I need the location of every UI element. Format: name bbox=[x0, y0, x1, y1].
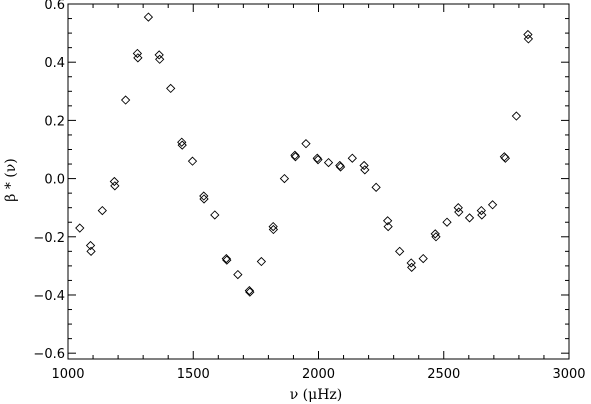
data-point bbox=[166, 83, 176, 94]
data-point bbox=[268, 221, 278, 232]
data-point bbox=[132, 48, 143, 59]
data-point bbox=[476, 205, 486, 216]
data-point bbox=[155, 54, 165, 64]
data-point bbox=[464, 213, 475, 223]
data-point bbox=[279, 173, 290, 184]
data-point bbox=[477, 210, 487, 220]
data-point bbox=[453, 203, 463, 213]
data-point bbox=[244, 285, 254, 296]
data-point bbox=[371, 182, 381, 192]
data-point bbox=[301, 139, 311, 149]
y-tick-label: 0.4 bbox=[44, 56, 65, 71]
data-point bbox=[222, 255, 232, 265]
data-point bbox=[187, 156, 198, 166]
x-tick-label: 1500 bbox=[177, 367, 210, 382]
data-point bbox=[177, 140, 187, 150]
data-point bbox=[312, 153, 322, 163]
x-tick-label: 2000 bbox=[302, 367, 335, 382]
data-point bbox=[177, 137, 187, 147]
data-point bbox=[406, 258, 416, 268]
data-point bbox=[511, 111, 522, 121]
data-point bbox=[487, 200, 498, 210]
data-point bbox=[430, 229, 440, 239]
data-point bbox=[523, 29, 533, 40]
y-tick-label: −0.2 bbox=[33, 231, 65, 246]
data-point bbox=[383, 221, 393, 232]
data-point bbox=[454, 207, 464, 217]
data-point bbox=[233, 269, 243, 280]
data-point bbox=[290, 152, 301, 162]
data-point bbox=[323, 157, 334, 168]
data-point bbox=[268, 224, 279, 235]
data-point bbox=[154, 50, 164, 60]
y-tick-label: 0.2 bbox=[44, 114, 65, 129]
data-point bbox=[256, 256, 267, 267]
y-axis-ticks: −0.6 −0.4 −0.2 0.0 0.2 0.4 0.6 bbox=[33, 0, 569, 362]
x-tick-label: 1000 bbox=[51, 367, 84, 382]
data-point bbox=[199, 194, 209, 204]
data-point bbox=[359, 160, 369, 171]
x-tick-label: 3000 bbox=[552, 367, 585, 382]
data-point bbox=[75, 223, 85, 233]
data-point bbox=[109, 176, 119, 187]
data-point bbox=[210, 210, 220, 220]
x-axis-ticks: 1000 1500 2000 2500 3000 bbox=[51, 4, 586, 382]
data-point bbox=[199, 191, 209, 201]
y-tick-label: −0.6 bbox=[33, 347, 65, 362]
x-tick-label: 2500 bbox=[427, 367, 460, 382]
data-point bbox=[290, 150, 300, 160]
data-point bbox=[97, 205, 107, 216]
data-point bbox=[431, 232, 441, 242]
plot-axes bbox=[67, 3, 570, 360]
data-point bbox=[143, 12, 154, 22]
data-point bbox=[395, 246, 405, 256]
data-point bbox=[383, 216, 393, 226]
data-point bbox=[523, 34, 534, 44]
data-point bbox=[347, 153, 357, 163]
data-point bbox=[335, 160, 345, 171]
plot-frame bbox=[67, 3, 570, 360]
data-point bbox=[120, 95, 131, 105]
data-point bbox=[245, 287, 255, 297]
data-point bbox=[418, 253, 428, 264]
data-point bbox=[110, 181, 120, 191]
data-point bbox=[221, 253, 231, 264]
y-axis-title: β * (ν) bbox=[3, 158, 19, 201]
data-point bbox=[133, 53, 143, 63]
data-point bbox=[500, 153, 511, 163]
y-tick-label: −0.4 bbox=[33, 289, 65, 304]
data-points bbox=[75, 12, 534, 297]
data-point bbox=[442, 217, 452, 227]
data-point bbox=[85, 240, 96, 251]
x-axis-title: ν (μHz) bbox=[290, 387, 343, 403]
data-point bbox=[499, 152, 510, 162]
y-tick-label: 0.0 bbox=[44, 173, 65, 188]
data-point bbox=[407, 262, 417, 272]
data-point bbox=[313, 155, 323, 165]
data-point bbox=[360, 165, 370, 175]
y-tick-label: 0.6 bbox=[44, 0, 65, 13]
data-point bbox=[335, 162, 346, 172]
data-point bbox=[86, 246, 96, 256]
